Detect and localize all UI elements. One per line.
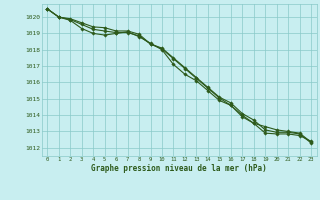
X-axis label: Graphe pression niveau de la mer (hPa): Graphe pression niveau de la mer (hPa): [91, 164, 267, 173]
